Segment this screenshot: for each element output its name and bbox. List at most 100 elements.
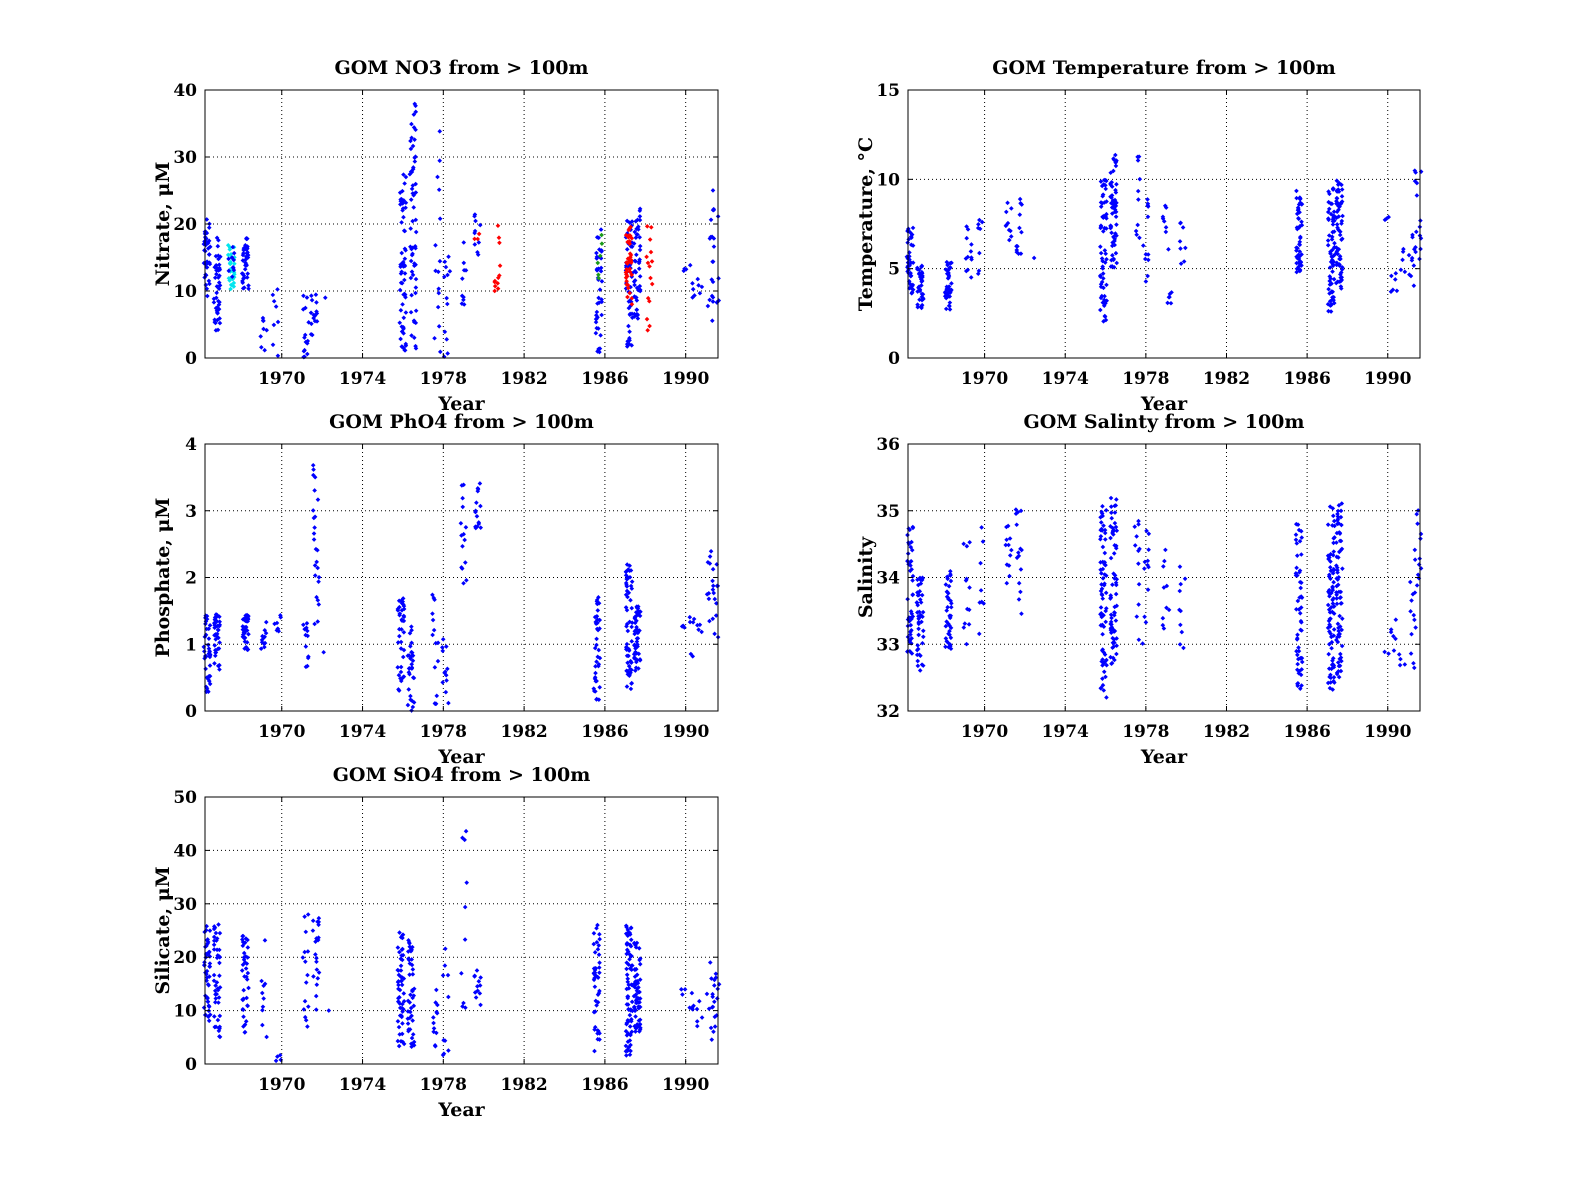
data-point	[1162, 203, 1168, 209]
data-points	[201, 828, 722, 1064]
data-point	[312, 318, 318, 324]
data-point	[1299, 683, 1304, 688]
data-point	[216, 1000, 221, 1005]
x-tick-label: 1978	[420, 722, 467, 742]
data-point	[908, 632, 913, 637]
data-point	[263, 619, 269, 625]
data-point	[431, 1020, 436, 1026]
data-point	[432, 335, 437, 341]
data-point	[399, 280, 405, 286]
data-point	[1334, 601, 1340, 607]
y-tick-label: 10	[173, 282, 197, 302]
data-point	[968, 249, 974, 254]
data-point	[629, 1018, 634, 1024]
data-point	[1099, 591, 1105, 597]
data-point	[632, 229, 638, 235]
data-point	[1412, 168, 1418, 173]
data-point	[1137, 176, 1143, 182]
data-point	[916, 271, 922, 277]
data-point	[1101, 582, 1107, 588]
data-point	[304, 341, 310, 346]
data-point	[1325, 602, 1331, 608]
data-point	[445, 272, 450, 278]
data-point	[217, 960, 222, 966]
data-point	[1145, 204, 1151, 209]
data-point	[213, 624, 219, 629]
data-point	[260, 1007, 265, 1013]
data-point	[413, 229, 419, 235]
data-point	[405, 998, 411, 1004]
data-point	[636, 266, 642, 271]
data-point	[625, 976, 631, 982]
data-point	[1101, 229, 1106, 234]
data-point	[1113, 163, 1119, 169]
data-point	[627, 266, 633, 272]
data-point	[474, 500, 479, 506]
data-point	[461, 240, 467, 245]
data-point	[961, 625, 967, 630]
data-point	[216, 256, 221, 262]
data-point	[1328, 576, 1333, 582]
data-point	[231, 284, 237, 289]
data-point	[707, 618, 712, 624]
data-point	[203, 951, 209, 957]
data-point	[261, 983, 266, 989]
data-point	[1113, 203, 1119, 209]
data-point	[446, 700, 451, 706]
data-point	[1111, 205, 1117, 210]
data-point	[215, 317, 220, 323]
data-point	[1162, 558, 1167, 564]
data-point	[1143, 620, 1149, 625]
data-point	[461, 260, 467, 266]
data-point	[1111, 551, 1117, 556]
data-point	[915, 610, 920, 615]
data-point	[965, 227, 971, 232]
data-point	[1100, 631, 1105, 637]
data-point	[410, 143, 416, 149]
data-point	[305, 338, 311, 344]
data-point	[437, 216, 443, 222]
data-point	[1104, 695, 1109, 700]
data-point	[625, 628, 631, 634]
data-point	[1297, 196, 1303, 202]
data-point	[459, 483, 465, 488]
data-point	[1400, 257, 1405, 263]
data-point	[1108, 593, 1114, 598]
data-point	[910, 243, 916, 248]
data-point	[398, 956, 404, 962]
data-point	[1331, 663, 1337, 668]
data-point	[1336, 214, 1342, 219]
data-point	[1098, 685, 1104, 691]
data-point	[1329, 634, 1334, 640]
data-point	[962, 621, 968, 626]
data-point	[694, 1019, 700, 1024]
data-point	[637, 1027, 643, 1032]
data-point	[313, 939, 318, 944]
x-tick-label: 1974	[339, 1075, 386, 1095]
data-point	[217, 267, 223, 272]
data-point	[592, 972, 598, 978]
data-point	[405, 653, 411, 658]
data-point	[1109, 193, 1115, 198]
data-point	[411, 675, 417, 681]
data-point	[1136, 197, 1141, 202]
data-point	[409, 962, 415, 968]
data-point	[1328, 605, 1334, 610]
data-points	[201, 462, 721, 713]
data-point	[627, 251, 633, 257]
data-point	[1325, 625, 1331, 631]
data-point	[397, 1013, 403, 1018]
data-point	[1108, 495, 1114, 501]
data-point	[909, 611, 915, 617]
data-point	[306, 320, 311, 325]
data-point	[595, 301, 600, 306]
data-point	[699, 284, 705, 290]
data-point	[920, 609, 926, 615]
data-point	[408, 138, 413, 144]
data-point	[478, 975, 483, 980]
x-axis-label: Year	[1140, 393, 1188, 415]
data-point	[709, 293, 715, 299]
data-point	[598, 268, 604, 274]
data-point	[495, 286, 501, 291]
data-point	[463, 560, 468, 565]
